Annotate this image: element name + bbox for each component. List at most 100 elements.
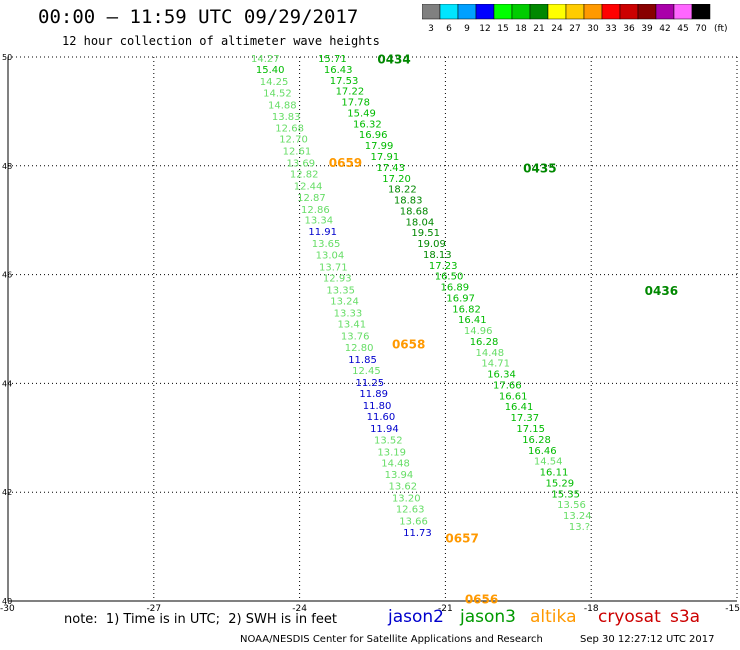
legend-jason2: jason2 [388, 607, 444, 627]
wave-height-label: 12.63 [396, 505, 425, 516]
color-scale-label: 12 [479, 24, 490, 34]
wave-height-label: 13.76 [341, 332, 370, 343]
wave-height-label: 15.71 [318, 54, 347, 65]
wave-height-label: 17.53 [330, 76, 359, 87]
wave-height-label: 12.87 [297, 193, 326, 204]
track-jason3: 15.7116.4317.5317.2217.7815.4916.3216.96… [318, 53, 678, 533]
wave-height-label: 12.68 [275, 124, 304, 135]
wave-height-label: 18.04 [406, 217, 435, 228]
generation-timestamp: Sep 30 12:27:12 UTC 2017 [580, 634, 715, 645]
wave-height-label: 16.50 [435, 272, 464, 283]
wave-height-label: 14.25 [260, 77, 289, 88]
wave-height-label: 13.35 [326, 285, 355, 296]
x-tick-label: -18 [584, 604, 599, 614]
track-altika: 14.2715.4014.2514.5214.8813.8312.6812.70… [251, 54, 498, 606]
wave-height-label: 15.49 [347, 108, 376, 119]
color-swatch-15 [691, 4, 711, 20]
color-scale-label: 21 [533, 24, 544, 34]
wave-height-label: 11.73 [403, 528, 432, 539]
wave-height-label: 13.20 [392, 494, 421, 505]
wave-height-label: 12.86 [301, 205, 330, 216]
wave-height-label: 13.? [569, 522, 590, 533]
wave-height-label: 13.62 [389, 482, 418, 493]
wave-height-label: 16.41 [458, 315, 487, 326]
wave-height-label: 19.09 [417, 239, 446, 250]
wave-height-label: 16.41 [505, 402, 534, 413]
wave-height-label: 13.66 [399, 516, 428, 527]
wave-height-label: 17.20 [382, 174, 411, 185]
wave-height-label: 16.61 [499, 391, 528, 402]
wave-height-label: 16.28 [522, 435, 551, 446]
y-tick-label: 40 [2, 597, 12, 606]
color-scale-label: 42 [659, 24, 670, 34]
wave-height-label: 11.80 [363, 401, 392, 412]
color-scale-label: 3 [428, 24, 434, 34]
wave-height-label: 18.68 [400, 206, 429, 217]
wave-height-label: 13.71 [319, 262, 348, 273]
wave-height-label: 13.69 [286, 159, 315, 170]
wave-height-label: 11.91 [308, 227, 337, 238]
pass-time-label: 0658 [392, 338, 425, 352]
color-scale-label: 39 [641, 24, 653, 34]
color-scale-label: 33 [605, 24, 616, 34]
wave-height-label: 11.60 [367, 412, 396, 423]
pass-time-label: 0434 [377, 53, 410, 67]
wave-height-label: 17.78 [341, 98, 370, 109]
wave-height-label: 13.83 [272, 112, 301, 123]
pass-time-label: 0657 [445, 531, 478, 545]
wave-height-label: 15.29 [546, 478, 575, 489]
wave-height-label: 16.32 [353, 119, 382, 130]
wave-height-label: 17.22 [336, 87, 365, 98]
legend-altika: altika [530, 607, 577, 627]
wave-height-label: 16.96 [359, 130, 388, 141]
chart-title: 00:00 – 11:59 UTC 09/29/2017 [38, 6, 359, 28]
color-scale-label: 45 [677, 24, 688, 34]
wave-height-label: 14.71 [481, 359, 510, 370]
pass-time-label: 0659 [329, 156, 362, 170]
wave-height-label: 16.82 [452, 304, 481, 315]
wave-height-label: 13.04 [316, 250, 345, 261]
x-tick-label: -30 [0, 604, 15, 614]
wave-height-label: 16.34 [487, 370, 516, 381]
credit-line: NOAA/NESDIS Center for Satellite Applica… [240, 634, 543, 645]
wave-height-label: 14.96 [464, 326, 493, 337]
color-scale-label: 70 [695, 24, 707, 34]
wave-height-label: 16.97 [446, 293, 475, 304]
y-tick-label: 42 [2, 488, 12, 497]
wave-height-label: 13.33 [334, 309, 363, 320]
y-tick-label: 48 [2, 162, 12, 171]
wave-height-label: 17.99 [365, 141, 394, 152]
color-scale-label: 30 [587, 24, 599, 34]
wave-height-label: 14.54 [534, 457, 563, 468]
wave-height-label: 13.56 [557, 500, 586, 511]
wave-height-label: 12.70 [279, 135, 308, 146]
legend-jason3: jason3 [460, 607, 516, 627]
color-scale-label: 24 [551, 24, 563, 34]
color-scale-label: 27 [569, 24, 580, 34]
wave-height-label: 19.51 [411, 228, 440, 239]
wave-height-label: 18.22 [388, 185, 417, 196]
wave-height-label: 17.91 [371, 152, 400, 163]
color-scale-legend: 3 6 9 12 15 18 21 24 27 30 33 36 39 42 45 70 (ft) [422, 4, 728, 34]
wave-height-label: 17.66 [493, 380, 522, 391]
wave-height-label: 11.25 [355, 378, 384, 389]
wave-height-label: 14.48 [381, 458, 410, 469]
pass-time-label: 0436 [645, 284, 678, 298]
wave-height-label: 12.44 [294, 181, 323, 192]
wave-height-label: 14.27 [251, 54, 280, 65]
pass-time-label: 0435 [523, 161, 556, 175]
wave-height-label: 13.19 [377, 447, 406, 458]
wave-height-label: 17.23 [429, 261, 458, 272]
wave-height-label: 12.80 [345, 343, 374, 354]
wave-height-label: 12.45 [352, 366, 381, 377]
wave-height-label: 13.94 [385, 470, 414, 481]
wave-height-label: 12.93 [323, 273, 352, 284]
pass-time-label: 0656 [465, 592, 498, 606]
x-tick-label: -27 [146, 604, 161, 614]
wave-height-label: 11.89 [359, 389, 388, 400]
x-tick-label: -21 [438, 604, 453, 614]
legend-cryosat: cryosat [598, 607, 661, 627]
x-tick-label: -24 [292, 604, 307, 614]
color-scale-label: 15 [497, 24, 508, 34]
